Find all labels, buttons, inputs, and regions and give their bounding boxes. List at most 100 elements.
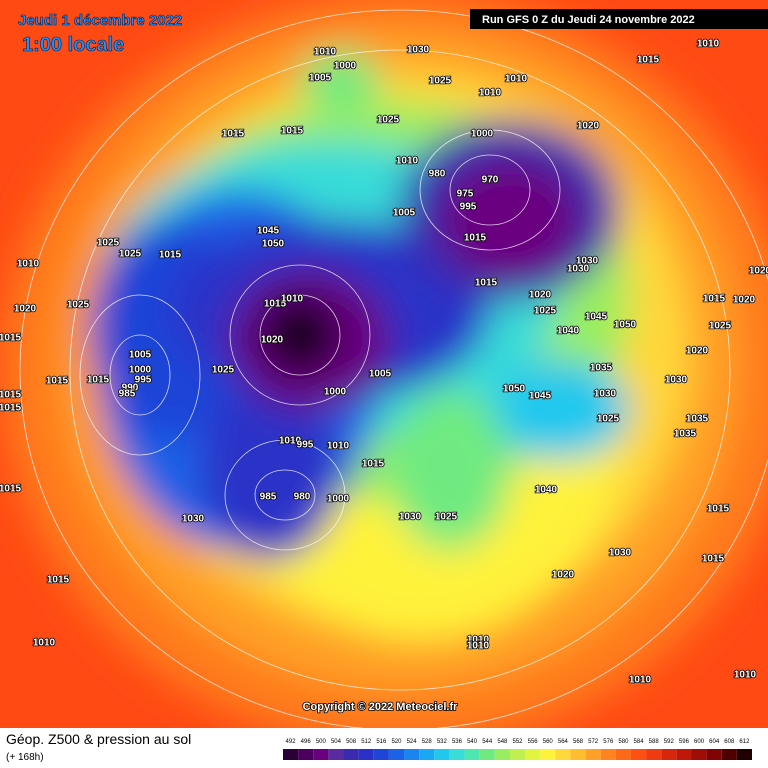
- scale-swatch: [494, 749, 510, 760]
- scale-swatch: [313, 749, 329, 760]
- isobar-label: 1040: [557, 326, 580, 337]
- scale-swatch: [661, 749, 677, 760]
- isobar-label: 1015: [0, 390, 22, 401]
- isobar-label: 1045: [585, 312, 608, 323]
- isobar-label: 1025: [67, 300, 90, 311]
- isobar-label: 1015: [281, 126, 304, 137]
- scale-swatch: [373, 749, 389, 760]
- scale-swatch: [298, 749, 314, 760]
- scale-label: 588: [649, 739, 660, 745]
- scale-label: 604: [709, 739, 720, 745]
- isobar-label: 1015: [703, 294, 726, 305]
- scale-swatch: [509, 749, 526, 760]
- scale-swatch: [736, 749, 752, 760]
- scale-swatch: [721, 749, 737, 760]
- scale-swatch: [434, 749, 450, 760]
- scale-swatch: [404, 749, 420, 760]
- scale-swatch: [479, 749, 495, 760]
- isobar-label: 1020: [14, 304, 37, 315]
- isobar-label: 1000: [129, 365, 152, 376]
- scale-swatch: [570, 749, 586, 760]
- isobar-label: 1015: [702, 554, 725, 565]
- map-date: Jeudi 1 décembre 2022: [18, 12, 182, 29]
- isobar-label: 1005: [369, 369, 392, 380]
- isobar-label: 1035: [674, 429, 697, 440]
- isobar-label: 1025: [429, 76, 452, 87]
- scale-swatch: [555, 749, 571, 760]
- isobar-label: 1025: [97, 238, 120, 249]
- isobar-label: 1030: [407, 45, 430, 56]
- isobar-label: 1040: [535, 485, 558, 496]
- isobar-label: 970: [482, 175, 499, 186]
- isobar-label: 1015: [475, 278, 498, 289]
- isobar-label: 1015: [46, 376, 69, 387]
- scale-swatch: [328, 749, 344, 760]
- scale-label: 592: [664, 739, 675, 745]
- isobar-label: 1015: [47, 575, 70, 586]
- isobar-label: 1005: [129, 350, 152, 361]
- isobar-label: 1050: [614, 320, 637, 331]
- isobar-label: 1010: [281, 294, 304, 305]
- isobar-label: 1015: [159, 250, 182, 261]
- isobar-label: 1015: [264, 299, 287, 310]
- scale-label: 560: [543, 739, 554, 745]
- isobar-label: 1005: [393, 208, 416, 219]
- scale-swatch: [646, 749, 662, 760]
- isobar-label: 1000: [327, 494, 350, 505]
- scale-label: 576: [603, 739, 614, 745]
- isobar-label: 1025: [597, 414, 620, 425]
- isobar-label: 1030: [182, 514, 205, 525]
- scale-label: 568: [573, 739, 584, 745]
- map-time: 1:00 locale: [22, 34, 124, 56]
- isobar-label: 1025: [709, 321, 732, 332]
- product-name: Géop. Z500 & pression au sol: [6, 731, 191, 747]
- isobar-label: 1010: [17, 259, 40, 270]
- scale-swatch: [691, 749, 707, 760]
- isobar-label: 1030: [399, 512, 422, 523]
- isobar-label: 990: [122, 383, 139, 394]
- isobar-label: 975: [457, 189, 474, 200]
- isobar-label: 995: [460, 202, 477, 213]
- scale-label: 532: [437, 739, 448, 745]
- isobar-label: 1020: [261, 335, 284, 346]
- isobar-label: 1015: [464, 233, 487, 244]
- scale-label: 520: [391, 739, 402, 745]
- scale-label: 516: [376, 739, 387, 745]
- scale-swatch: [585, 749, 601, 760]
- isobar-label: 1000: [471, 129, 494, 140]
- isobar-label: 1030: [665, 375, 688, 386]
- isobar-label: 980: [429, 169, 446, 180]
- lead-time: (+ 168h): [6, 752, 44, 763]
- scale-label: 496: [301, 739, 312, 745]
- isobar-label: 1020: [733, 295, 756, 306]
- isobar-label: 1010: [467, 641, 490, 652]
- scale-label: 564: [558, 739, 569, 745]
- scale-label: 504: [331, 739, 342, 745]
- scale-swatch: [676, 749, 692, 760]
- scale-label: 548: [497, 739, 508, 745]
- scale-swatch: [388, 749, 405, 760]
- isobar-label: 1010: [33, 638, 56, 649]
- isobar-label: 995: [297, 440, 314, 451]
- scale-swatch: [525, 749, 541, 760]
- scale-label: 600: [694, 739, 705, 745]
- run-info: Run GFS 0 Z du Jeudi 24 novembre 2022: [482, 14, 695, 26]
- isobar-label: 1020: [529, 290, 552, 301]
- isobar-label: 1010: [314, 47, 337, 58]
- isobar-label: 1010: [327, 441, 350, 452]
- isobar-label: 1010: [734, 670, 757, 681]
- scale-label: 572: [588, 739, 599, 745]
- isobar-label: 1025: [119, 249, 142, 260]
- isobar-label: 1000: [334, 61, 357, 72]
- isobar-label: 1020: [552, 570, 575, 581]
- isobar-label: 1015: [637, 55, 660, 66]
- copyright: Copyright © 2022 Meteociel.fr: [303, 701, 459, 713]
- isobar-label: 1010: [467, 635, 490, 646]
- scale-label: 584: [634, 739, 645, 745]
- isobar-label: 1050: [262, 239, 285, 250]
- scale-label: 524: [407, 739, 418, 745]
- isobar-label: 980: [294, 492, 311, 503]
- scale-swatch: [358, 749, 374, 760]
